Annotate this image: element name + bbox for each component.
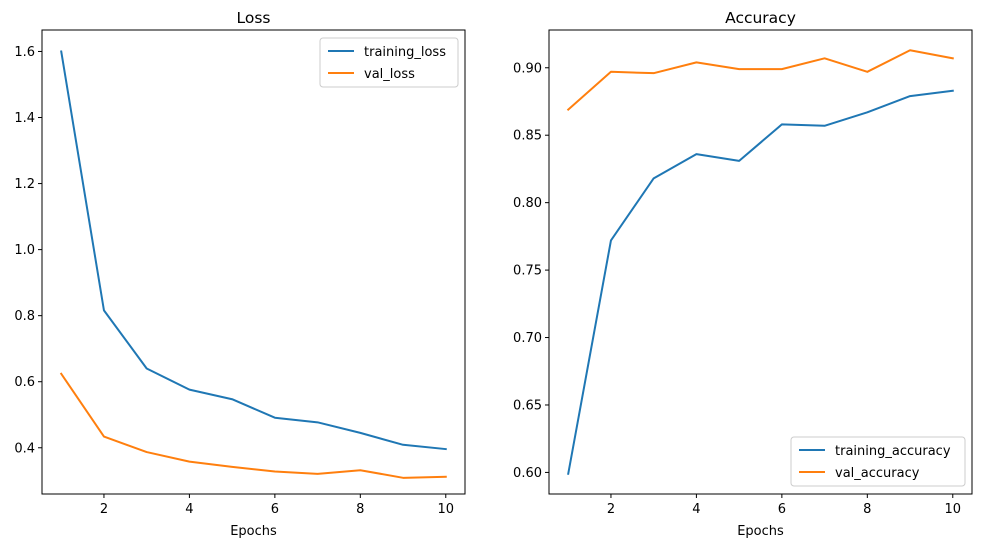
loss-series-training-loss <box>60 50 447 451</box>
loss-axes-frame <box>41 29 466 495</box>
loss-ytick-label: 1.2 <box>14 177 35 192</box>
loss-ytick-label: 0.8 <box>14 309 35 324</box>
accuracy-ytick-label: 0.80 <box>513 196 542 211</box>
accuracy-ytick-label: 0.60 <box>513 466 542 481</box>
loss-ytick-label: 1.6 <box>14 45 35 60</box>
loss-xtick-label: 8 <box>356 502 364 517</box>
loss-legend: training_loss val_loss <box>319 37 459 88</box>
accuracy-series-val-accuracy <box>566 49 954 111</box>
accuracy-ytick-label: 0.90 <box>513 61 542 76</box>
accuracy-ytick-label: 0.70 <box>513 331 542 346</box>
accuracy-xtick-label: 2 <box>607 502 615 517</box>
accuracy-legend-box <box>790 436 966 487</box>
accuracy-legend-label-training-accuracy: training_accuracy <box>835 444 951 459</box>
accuracy-xtick-label: 4 <box>692 502 700 517</box>
accuracy-title: Accuracy <box>725 9 796 27</box>
accuracy-ytick-label: 0.65 <box>513 398 542 413</box>
accuracy-axes-frame <box>548 29 973 495</box>
loss-ytick-label: 0.4 <box>14 441 35 456</box>
accuracy-legend-label-val-accuracy: val_accuracy <box>835 466 920 481</box>
loss-ytick-label: 0.6 <box>14 375 35 390</box>
accuracy-xtick-label: 8 <box>863 502 871 517</box>
loss-title: Loss <box>237 9 271 27</box>
loss-xtick-label: 6 <box>271 502 279 517</box>
accuracy-ytick-label: 0.75 <box>513 264 542 279</box>
loss-panel: Loss 2 4 6 8 10 0.4 0.6 0.8 1.0 1.2 1.4 1.6 Epochs tra… <box>14 9 466 539</box>
accuracy-legend: training_accuracy val_accuracy <box>790 436 966 487</box>
accuracy-xlabel: Epochs <box>737 524 784 539</box>
accuracy-panel: Accuracy 2 4 6 8 10 0.60 0.65 0.70 0.75 0.80 0.85 0.… <box>513 9 973 539</box>
loss-legend-label-training-loss: training_loss <box>364 45 446 60</box>
accuracy-ytick-label: 0.85 <box>513 129 542 144</box>
loss-xtick-label: 4 <box>185 502 193 517</box>
loss-xlabel: Epochs <box>230 524 277 539</box>
loss-xtick-label: 2 <box>100 502 108 517</box>
loss-legend-label-val-loss: val_loss <box>364 67 415 82</box>
loss-series-val-loss <box>59 372 447 479</box>
loss-legend-box <box>319 37 459 88</box>
accuracy-xtick-label: 6 <box>778 502 786 517</box>
accuracy-series-training-accuracy <box>567 89 954 475</box>
loss-ytick-label: 1.4 <box>14 111 35 126</box>
loss-xtick-label: 10 <box>437 502 454 517</box>
loss-ytick-label: 1.0 <box>14 243 35 258</box>
accuracy-xtick-label: 10 <box>944 502 961 517</box>
